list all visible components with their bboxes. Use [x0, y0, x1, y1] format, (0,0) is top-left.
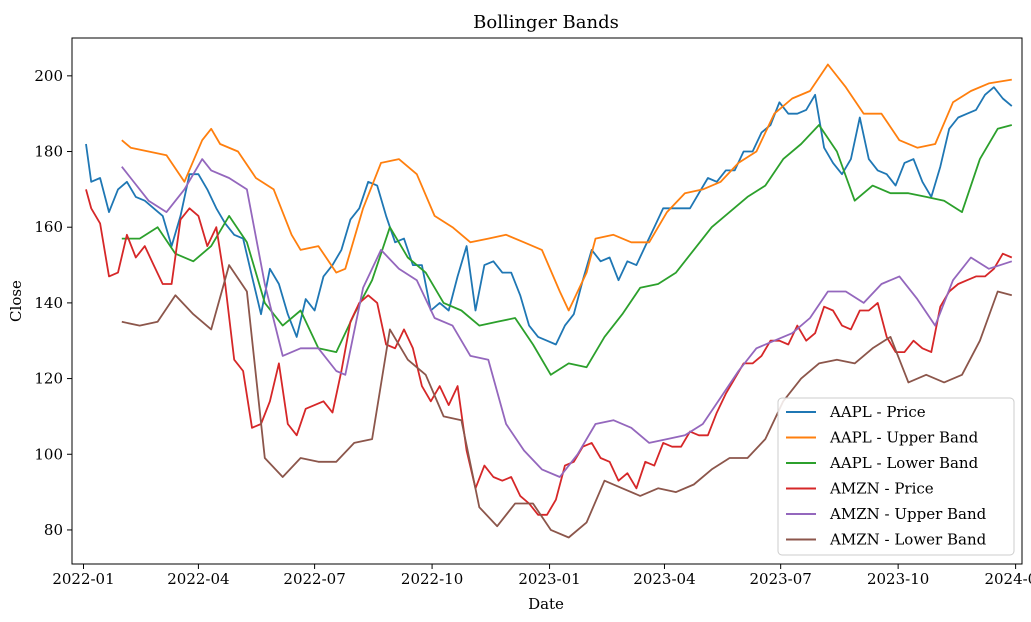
x-tick-label: 2022-01 [52, 570, 114, 588]
legend-box [777, 397, 1015, 556]
plot-frame [71, 37, 1023, 565]
x-tick-label: 2023-07 [749, 570, 811, 588]
y-tick-label: 200 [34, 67, 63, 85]
x-tick-label: 2023-04 [633, 570, 695, 588]
series-line-5 [121, 264, 1013, 539]
y-axis-label: Close [7, 280, 25, 322]
legend-label: AMZN - Lower Band [829, 531, 987, 549]
y-axis-ticks: 80 100 120 140 160 180 200 [34, 67, 72, 539]
x-tick-label: 2023-01 [518, 570, 580, 588]
y-tick-label: 140 [34, 294, 63, 312]
legend-label: AMZN - Upper Band [829, 505, 987, 523]
legend: AAPL - Price AAPL - Upper Band AAPL - Lowe… [777, 397, 1015, 556]
x-tick-label: 2024-01 [984, 570, 1031, 588]
x-axis-ticks: 2022-01 2022-04 2022-07 2022-10 2023-01 2023-… [52, 564, 1031, 588]
y-tick-label: 100 [34, 445, 63, 463]
legend-label: AAPL - Lower Band [829, 454, 979, 472]
legend-label: AAPL - Upper Band [829, 429, 979, 447]
legend-label: AAPL - Price [829, 403, 926, 421]
chart-title: Bollinger Bands [473, 12, 619, 33]
x-axis-label: Date [528, 595, 564, 613]
series-line-3 [85, 189, 1013, 516]
y-tick-label: 160 [34, 218, 63, 236]
series-line-1 [121, 63, 1012, 312]
y-tick-label: 180 [34, 143, 63, 161]
x-tick-label: 2023-10 [867, 570, 929, 588]
y-tick-label: 120 [34, 370, 63, 388]
plot-area [85, 63, 1013, 539]
x-tick-label: 2022-10 [401, 570, 463, 588]
legend-label: AMZN - Price [829, 480, 934, 498]
x-tick-label: 2022-04 [167, 570, 229, 588]
y-tick-label: 80 [44, 521, 63, 539]
series-line-0 [85, 86, 1013, 346]
x-tick-label: 2022-07 [283, 570, 345, 588]
series-line-4 [121, 158, 1013, 478]
